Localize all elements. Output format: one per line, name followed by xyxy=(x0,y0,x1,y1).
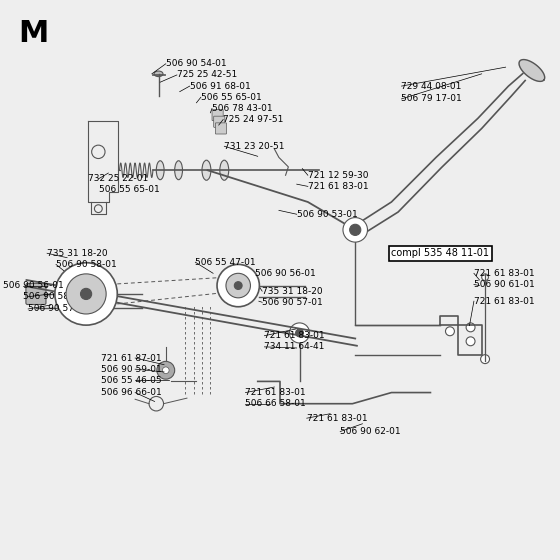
Text: 506 90 58-01: 506 90 58-01 xyxy=(56,260,116,269)
Text: 506 91 68-01: 506 91 68-01 xyxy=(190,82,250,91)
Text: 506 90 61-01: 506 90 61-01 xyxy=(474,280,535,289)
Circle shape xyxy=(66,274,106,314)
Ellipse shape xyxy=(156,161,164,180)
Text: 506 90 57-01: 506 90 57-01 xyxy=(28,305,89,314)
Ellipse shape xyxy=(220,160,228,180)
Text: 721 61 83-01: 721 61 83-01 xyxy=(474,297,535,306)
Circle shape xyxy=(466,337,475,346)
Text: 734 11 64-41: 734 11 64-41 xyxy=(264,342,325,351)
Ellipse shape xyxy=(175,161,183,180)
Text: 506 55 47-01: 506 55 47-01 xyxy=(195,258,256,267)
Circle shape xyxy=(343,218,367,242)
Text: 506 66 58-01: 506 66 58-01 xyxy=(245,399,306,408)
Text: 721 61 83-01: 721 61 83-01 xyxy=(245,388,306,397)
Text: 721 61 83-01: 721 61 83-01 xyxy=(307,414,367,423)
FancyBboxPatch shape xyxy=(216,123,226,134)
Text: 506 90 54-01: 506 90 54-01 xyxy=(166,59,226,68)
Circle shape xyxy=(466,323,475,332)
Text: 721 12 59-30: 721 12 59-30 xyxy=(308,171,368,180)
Text: compl 535 48 11-01: compl 535 48 11-01 xyxy=(391,248,489,258)
Text: M: M xyxy=(18,19,49,48)
Text: 721 61 83-01: 721 61 83-01 xyxy=(264,331,325,340)
Circle shape xyxy=(81,288,92,300)
Text: 506 79 17-01: 506 79 17-01 xyxy=(402,95,462,104)
Text: 506 90 62-01: 506 90 62-01 xyxy=(340,427,401,436)
Text: 506 90 57-01: 506 90 57-01 xyxy=(262,298,323,307)
Ellipse shape xyxy=(202,160,211,180)
Text: 506 90 53-01: 506 90 53-01 xyxy=(297,210,357,219)
Circle shape xyxy=(482,274,488,281)
Ellipse shape xyxy=(154,71,163,77)
Text: 721 61 87-01: 721 61 87-01 xyxy=(101,353,161,362)
Text: 725 25 42-51: 725 25 42-51 xyxy=(177,71,237,80)
Circle shape xyxy=(349,224,361,235)
Circle shape xyxy=(446,327,454,336)
Circle shape xyxy=(217,264,259,307)
Circle shape xyxy=(480,354,489,363)
Text: 506 55 65-01: 506 55 65-01 xyxy=(201,93,262,102)
FancyBboxPatch shape xyxy=(214,116,225,127)
Text: 721 61 83-01: 721 61 83-01 xyxy=(308,182,368,191)
Circle shape xyxy=(162,367,169,374)
Circle shape xyxy=(234,282,242,290)
Circle shape xyxy=(157,361,175,379)
Polygon shape xyxy=(519,59,545,81)
Text: 731 23 20-51: 731 23 20-51 xyxy=(224,142,285,151)
Text: 506 90 56-01: 506 90 56-01 xyxy=(255,269,316,278)
Text: 729 44 08-01: 729 44 08-01 xyxy=(402,82,462,91)
Text: 735 31 18-20: 735 31 18-20 xyxy=(47,249,108,258)
Circle shape xyxy=(55,263,117,325)
Text: 506 96 66-01: 506 96 66-01 xyxy=(101,388,161,397)
FancyBboxPatch shape xyxy=(212,110,223,120)
Circle shape xyxy=(226,273,250,298)
Text: 735 31 18-20: 735 31 18-20 xyxy=(262,287,323,296)
FancyBboxPatch shape xyxy=(26,283,46,305)
Text: 506 90 58-01: 506 90 58-01 xyxy=(22,292,83,301)
Circle shape xyxy=(290,323,310,343)
Text: 506 78 43-01: 506 78 43-01 xyxy=(212,104,273,113)
Text: 732 25 22-01: 732 25 22-01 xyxy=(88,174,148,183)
Text: 506 55 65-01: 506 55 65-01 xyxy=(99,185,160,194)
Text: 721 61 83-01: 721 61 83-01 xyxy=(474,269,535,278)
Text: 506 55 46-05: 506 55 46-05 xyxy=(101,376,161,385)
Text: 506 90 56-01: 506 90 56-01 xyxy=(2,281,63,290)
Circle shape xyxy=(296,329,304,337)
Text: 725 24 97-51: 725 24 97-51 xyxy=(223,115,283,124)
Text: 506 90 59-01: 506 90 59-01 xyxy=(101,365,161,374)
